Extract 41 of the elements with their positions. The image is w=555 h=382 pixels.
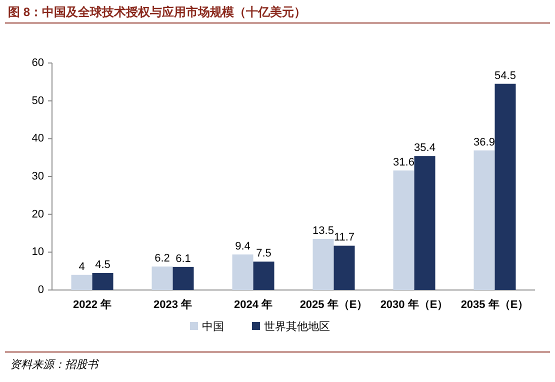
x-tick-label: 2024 年 [234, 298, 273, 311]
data-label: 36.9 [474, 136, 495, 148]
y-tick-label: 0 [38, 284, 44, 296]
chart-title: 图 8：中国及全球技术授权与应用市场规模（十亿美元） [8, 5, 306, 19]
legend-label: 中国 [202, 320, 224, 333]
data-label: 13.5 [312, 224, 334, 237]
data-label: 54.5 [494, 70, 516, 82]
bar [152, 266, 173, 290]
bar [474, 150, 495, 290]
data-label: 9.4 [235, 240, 250, 252]
y-tick-label: 10 [32, 246, 44, 258]
bar [253, 262, 274, 290]
x-tick-label: 2035 年（E） [460, 298, 529, 311]
data-label: 11.7 [334, 232, 355, 244]
y-tick-label: 40 [32, 132, 44, 145]
x-tick-label: 2030 年（E） [380, 298, 448, 311]
bar [312, 238, 334, 290]
bar [393, 170, 414, 290]
text: 资料来源：招股书 [10, 358, 100, 371]
bar [172, 266, 194, 290]
bar [232, 254, 254, 290]
bar [414, 156, 436, 290]
legend-label: 世界其他地区 [264, 320, 330, 333]
data-label: 31.6 [393, 156, 414, 168]
data-label: 6.1 [176, 252, 191, 265]
y-tick-label: 30 [32, 170, 44, 182]
x-tick-label: 2025 年（E） [300, 298, 368, 311]
bar [494, 84, 516, 290]
x-tick-label: 2022 年 [72, 298, 112, 311]
bar [334, 246, 355, 290]
y-tick-label: 50 [32, 94, 44, 107]
data-label: 6.2 [154, 252, 170, 265]
y-tick-label: 20 [32, 208, 44, 220]
data-label: 35.4 [414, 142, 436, 154]
data-label: 4 [78, 260, 85, 273]
x-tick-label: 2023 年 [153, 298, 192, 311]
y-tick-label: 60 [32, 57, 44, 69]
bar [92, 272, 114, 290]
data-label: 4.5 [95, 258, 110, 271]
data-label: 7.5 [256, 248, 272, 260]
bar [71, 274, 92, 290]
